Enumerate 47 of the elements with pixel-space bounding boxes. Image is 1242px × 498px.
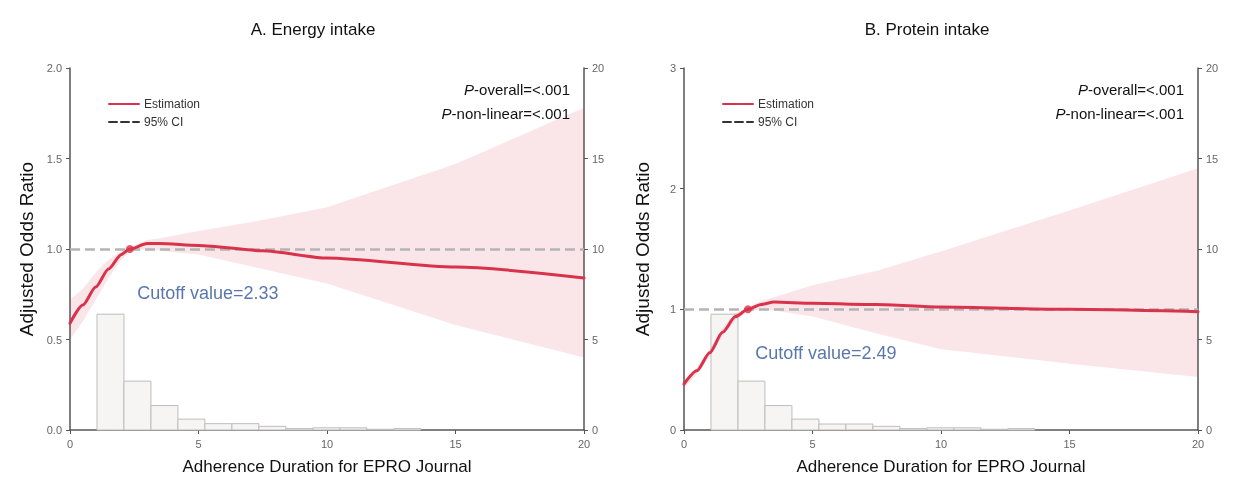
x-tick-label: 5 [195, 437, 202, 450]
y-axis-title: Adjusted Odds Ratio [15, 161, 37, 337]
x-tick-label: 20 [577, 437, 591, 450]
y-tick-label: 1 [669, 303, 676, 316]
x-tick-label: 20 [1191, 437, 1205, 450]
x-axis-title: Adherence Duration for EPRO Journal [182, 457, 472, 476]
y-axis-title: Adjusted Odds Ratio [632, 161, 653, 337]
y2-tick-label: 20 [1206, 62, 1219, 74]
x-tick-label: 10 [320, 437, 334, 450]
y2-tick-label: 15 [1206, 152, 1219, 165]
y2-tick-label: 5 [592, 333, 599, 346]
chart-title: A. Energy intake [250, 20, 376, 39]
y-tick-label: 2.0 [46, 62, 62, 74]
y2-tick-label: 0 [592, 424, 599, 436]
y2-tick-label: 20 [592, 62, 605, 74]
y2-tick-label: 0 [1206, 424, 1213, 436]
y2-tick-label: 15 [592, 152, 605, 165]
legend-label: 95% CI [144, 115, 184, 129]
line-series [682, 300, 1200, 386]
x-tick-label: 10 [934, 437, 948, 450]
annotation: Cutoff value=2.49 [755, 343, 897, 364]
y-tick-label: 3 [669, 62, 676, 74]
chart-title: B. Protein intake [864, 20, 990, 39]
y-tick-label: 0 [669, 424, 676, 436]
y-tick-label: 0.0 [46, 424, 62, 436]
legend-label: Estimation [758, 97, 815, 111]
x-tick-label: 15 [449, 437, 462, 450]
annotation: P-non-linear=<.001 [441, 105, 570, 122]
y-tick-label: 1.0 [46, 243, 62, 255]
x-tick-label: 0 [680, 437, 688, 450]
annotation: Cutoff value=2.33 [137, 283, 279, 303]
y2-tick-label: 5 [1206, 333, 1213, 346]
line-series [68, 242, 586, 325]
x-axis-title: Adherence Duration for EPRO Journal [796, 457, 1086, 476]
x-tick-label: 5 [809, 437, 816, 450]
y-tick-label: 0.5 [46, 333, 62, 346]
annotation: P-non-linear=<.001 [1055, 105, 1184, 122]
x-tick-label: 0 [66, 437, 74, 450]
annotation: P-overall=<.001 [1078, 81, 1185, 98]
legend-label: 95% CI [758, 115, 798, 129]
x-tick-label: 15 [1063, 437, 1076, 450]
y2-tick-label: 10 [1206, 243, 1219, 255]
legend-label: Estimation [144, 97, 201, 111]
y-tick-label: 1.5 [46, 152, 62, 165]
annotation: P-overall=<.001 [464, 81, 571, 98]
y-tick-label: 2 [669, 182, 676, 195]
y2-tick-label: 10 [592, 243, 605, 255]
